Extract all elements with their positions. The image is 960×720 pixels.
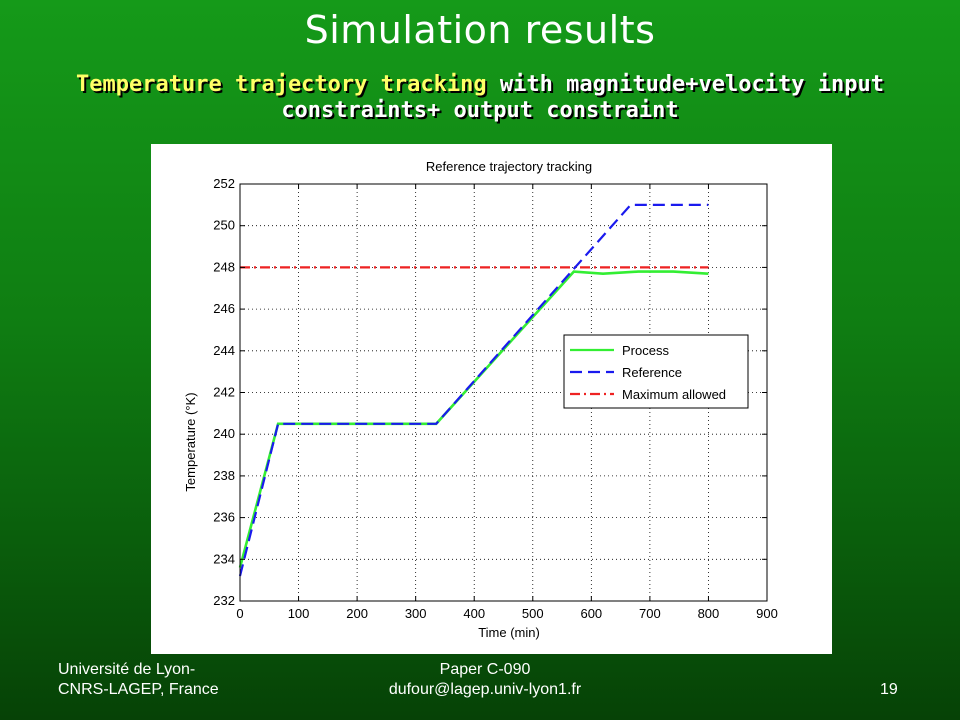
temperature-chart: 0 100 200 300 400 500 600 700 800 900 232 234 236 238… xyxy=(183,159,778,640)
reference-series-line xyxy=(238,203,709,577)
footer-affiliation-line-1: Université de Lyon- xyxy=(58,661,196,678)
y-tick-label: 238 xyxy=(213,468,235,483)
plot-frame xyxy=(239,183,768,602)
legend-reference-label: Reference xyxy=(622,365,682,380)
slide-subtitle: Temperature trajectory tracking with mag… xyxy=(20,72,940,124)
x-tick-label: 800 xyxy=(698,606,720,621)
x-tick-label: 0 xyxy=(236,606,243,621)
chart-panel: 0 100 200 300 400 500 600 700 800 900 232 234 236 238… xyxy=(151,144,832,654)
y-tick-label: 244 xyxy=(213,343,235,358)
y-tick-label: 246 xyxy=(213,301,235,316)
x-tick-label: 400 xyxy=(463,606,485,621)
subtitle-line-1: Temperature trajectory tracking with mag… xyxy=(20,72,940,98)
page-number: 19 xyxy=(880,681,898,698)
legend-maximum-allowed-label: Maximum allowed xyxy=(622,387,726,402)
chart-title: Reference trajectory tracking xyxy=(426,159,592,174)
subtitle-highlight: Temperature trajectory tracking xyxy=(76,72,487,97)
footer-affiliation-line-2: CNRS-LAGEP, France xyxy=(58,681,219,698)
x-tick-label: 500 xyxy=(522,606,544,621)
legend-process-label: Process xyxy=(622,343,669,358)
footer-paper-info: Paper C-090 dufour@lagep.univ-lyon1.fr xyxy=(360,660,610,700)
x-tick-label: 100 xyxy=(288,606,310,621)
footer-affiliation: Université de Lyon- CNRS-LAGEP, France xyxy=(58,660,219,700)
y-tick-label: 248 xyxy=(213,259,235,274)
y-tick-label: 234 xyxy=(213,551,235,566)
x-tick-label: 700 xyxy=(639,606,661,621)
x-tick-label: 300 xyxy=(405,606,427,621)
x-tick-label: 600 xyxy=(580,606,602,621)
subtitle-line-2: constraints+ output constraint xyxy=(281,98,679,123)
y-tick-label: 240 xyxy=(213,426,235,441)
subtitle-line-1-rest: with magnitude+velocity input xyxy=(486,72,884,97)
x-axis-label: Time (min) xyxy=(478,625,540,640)
y-tick-label: 250 xyxy=(213,218,235,233)
x-tick-label: 900 xyxy=(756,606,778,621)
y-tick-label: 236 xyxy=(213,510,235,525)
x-tick-label: 200 xyxy=(346,606,368,621)
y-tick-label: 252 xyxy=(213,176,235,191)
footer-paper-id: Paper C-090 xyxy=(439,661,531,678)
y-tick-label: 242 xyxy=(213,385,235,400)
slide-title: Simulation results xyxy=(304,8,656,52)
y-axis-label: Temperature (°K) xyxy=(183,392,198,491)
y-tick-label: 232 xyxy=(213,593,235,608)
footer-email[interactable]: dufour@lagep.univ-lyon1.fr xyxy=(388,681,582,698)
